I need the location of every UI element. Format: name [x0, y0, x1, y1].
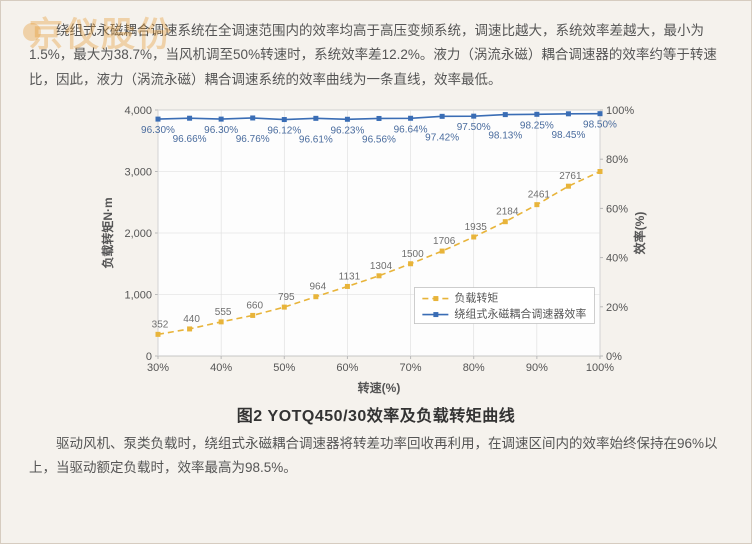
svg-text:80%: 80%: [606, 154, 628, 166]
svg-text:4,000: 4,000: [124, 105, 152, 117]
svg-text:60%: 60%: [606, 203, 628, 215]
svg-text:795: 795: [278, 292, 295, 303]
svg-text:2,000: 2,000: [124, 228, 152, 240]
svg-text:40%: 40%: [210, 362, 232, 374]
svg-text:96.23%: 96.23%: [330, 125, 364, 136]
svg-text:555: 555: [215, 307, 232, 318]
svg-text:97.42%: 97.42%: [425, 132, 459, 143]
svg-text:1706: 1706: [433, 236, 456, 247]
svg-text:绕组式永磁耦合调速器效率: 绕组式永磁耦合调速器效率: [454, 306, 586, 320]
svg-text:80%: 80%: [463, 362, 485, 374]
svg-text:96.56%: 96.56%: [362, 134, 396, 145]
svg-text:20%: 20%: [606, 302, 628, 314]
svg-text:2461: 2461: [528, 190, 551, 201]
svg-text:100%: 100%: [606, 105, 634, 117]
svg-text:40%: 40%: [606, 252, 628, 264]
svg-text:负载转矩: 负载转矩: [454, 290, 498, 304]
svg-text:96.76%: 96.76%: [236, 134, 270, 145]
svg-text:2761: 2761: [559, 171, 582, 182]
svg-text:效率(%): 效率(%): [632, 212, 647, 255]
svg-text:60%: 60%: [336, 362, 358, 374]
svg-text:90%: 90%: [526, 362, 548, 374]
svg-text:1304: 1304: [370, 261, 393, 272]
svg-text:96.64%: 96.64%: [394, 124, 428, 135]
svg-text:96.61%: 96.61%: [299, 134, 333, 145]
efficiency-torque-chart: 01,0002,0003,0004,00030%40%50%60%70%80%9…: [96, 98, 656, 398]
svg-text:96.30%: 96.30%: [141, 125, 175, 136]
paragraph-1: 绕组式永磁耦合调速系统在全调速范围内的效率均高于高压变频系统，调速比越大，系统效…: [29, 19, 723, 92]
svg-text:352: 352: [152, 319, 169, 330]
svg-text:96.12%: 96.12%: [267, 125, 301, 136]
svg-text:70%: 70%: [400, 362, 422, 374]
svg-text:97.50%: 97.50%: [457, 122, 491, 133]
svg-text:3,000: 3,000: [124, 166, 152, 178]
chart-caption: 图2 YOTQ450/30效率及负载转矩曲线: [96, 402, 656, 426]
svg-text:转速(%): 转速(%): [358, 380, 401, 395]
svg-text:98.25%: 98.25%: [520, 120, 554, 131]
svg-text:1131: 1131: [339, 271, 361, 282]
svg-text:1935: 1935: [465, 222, 488, 233]
svg-text:98.50%: 98.50%: [583, 120, 617, 131]
svg-text:30%: 30%: [147, 362, 169, 374]
paragraph-2: 驱动风机、泵类负载时，绕组式永磁耦合调速器将转差功率回收再利用，在调速区间内的效…: [29, 432, 723, 481]
svg-text:98.13%: 98.13%: [488, 130, 522, 141]
chart-container: 01,0002,0003,0004,00030%40%50%60%70%80%9…: [96, 98, 656, 426]
svg-text:1500: 1500: [401, 249, 424, 260]
svg-text:2184: 2184: [496, 207, 519, 218]
svg-text:96.30%: 96.30%: [204, 125, 238, 136]
svg-text:440: 440: [183, 314, 200, 325]
svg-text:660: 660: [246, 300, 263, 311]
svg-text:100%: 100%: [586, 362, 614, 374]
svg-text:50%: 50%: [273, 362, 295, 374]
svg-text:96.66%: 96.66%: [173, 134, 207, 145]
svg-text:0%: 0%: [606, 351, 622, 363]
svg-text:964: 964: [310, 282, 327, 293]
svg-text:98.45%: 98.45%: [551, 130, 585, 141]
svg-text:负载转矩N·m: 负载转矩N·m: [100, 197, 115, 268]
svg-text:1,000: 1,000: [124, 289, 152, 301]
